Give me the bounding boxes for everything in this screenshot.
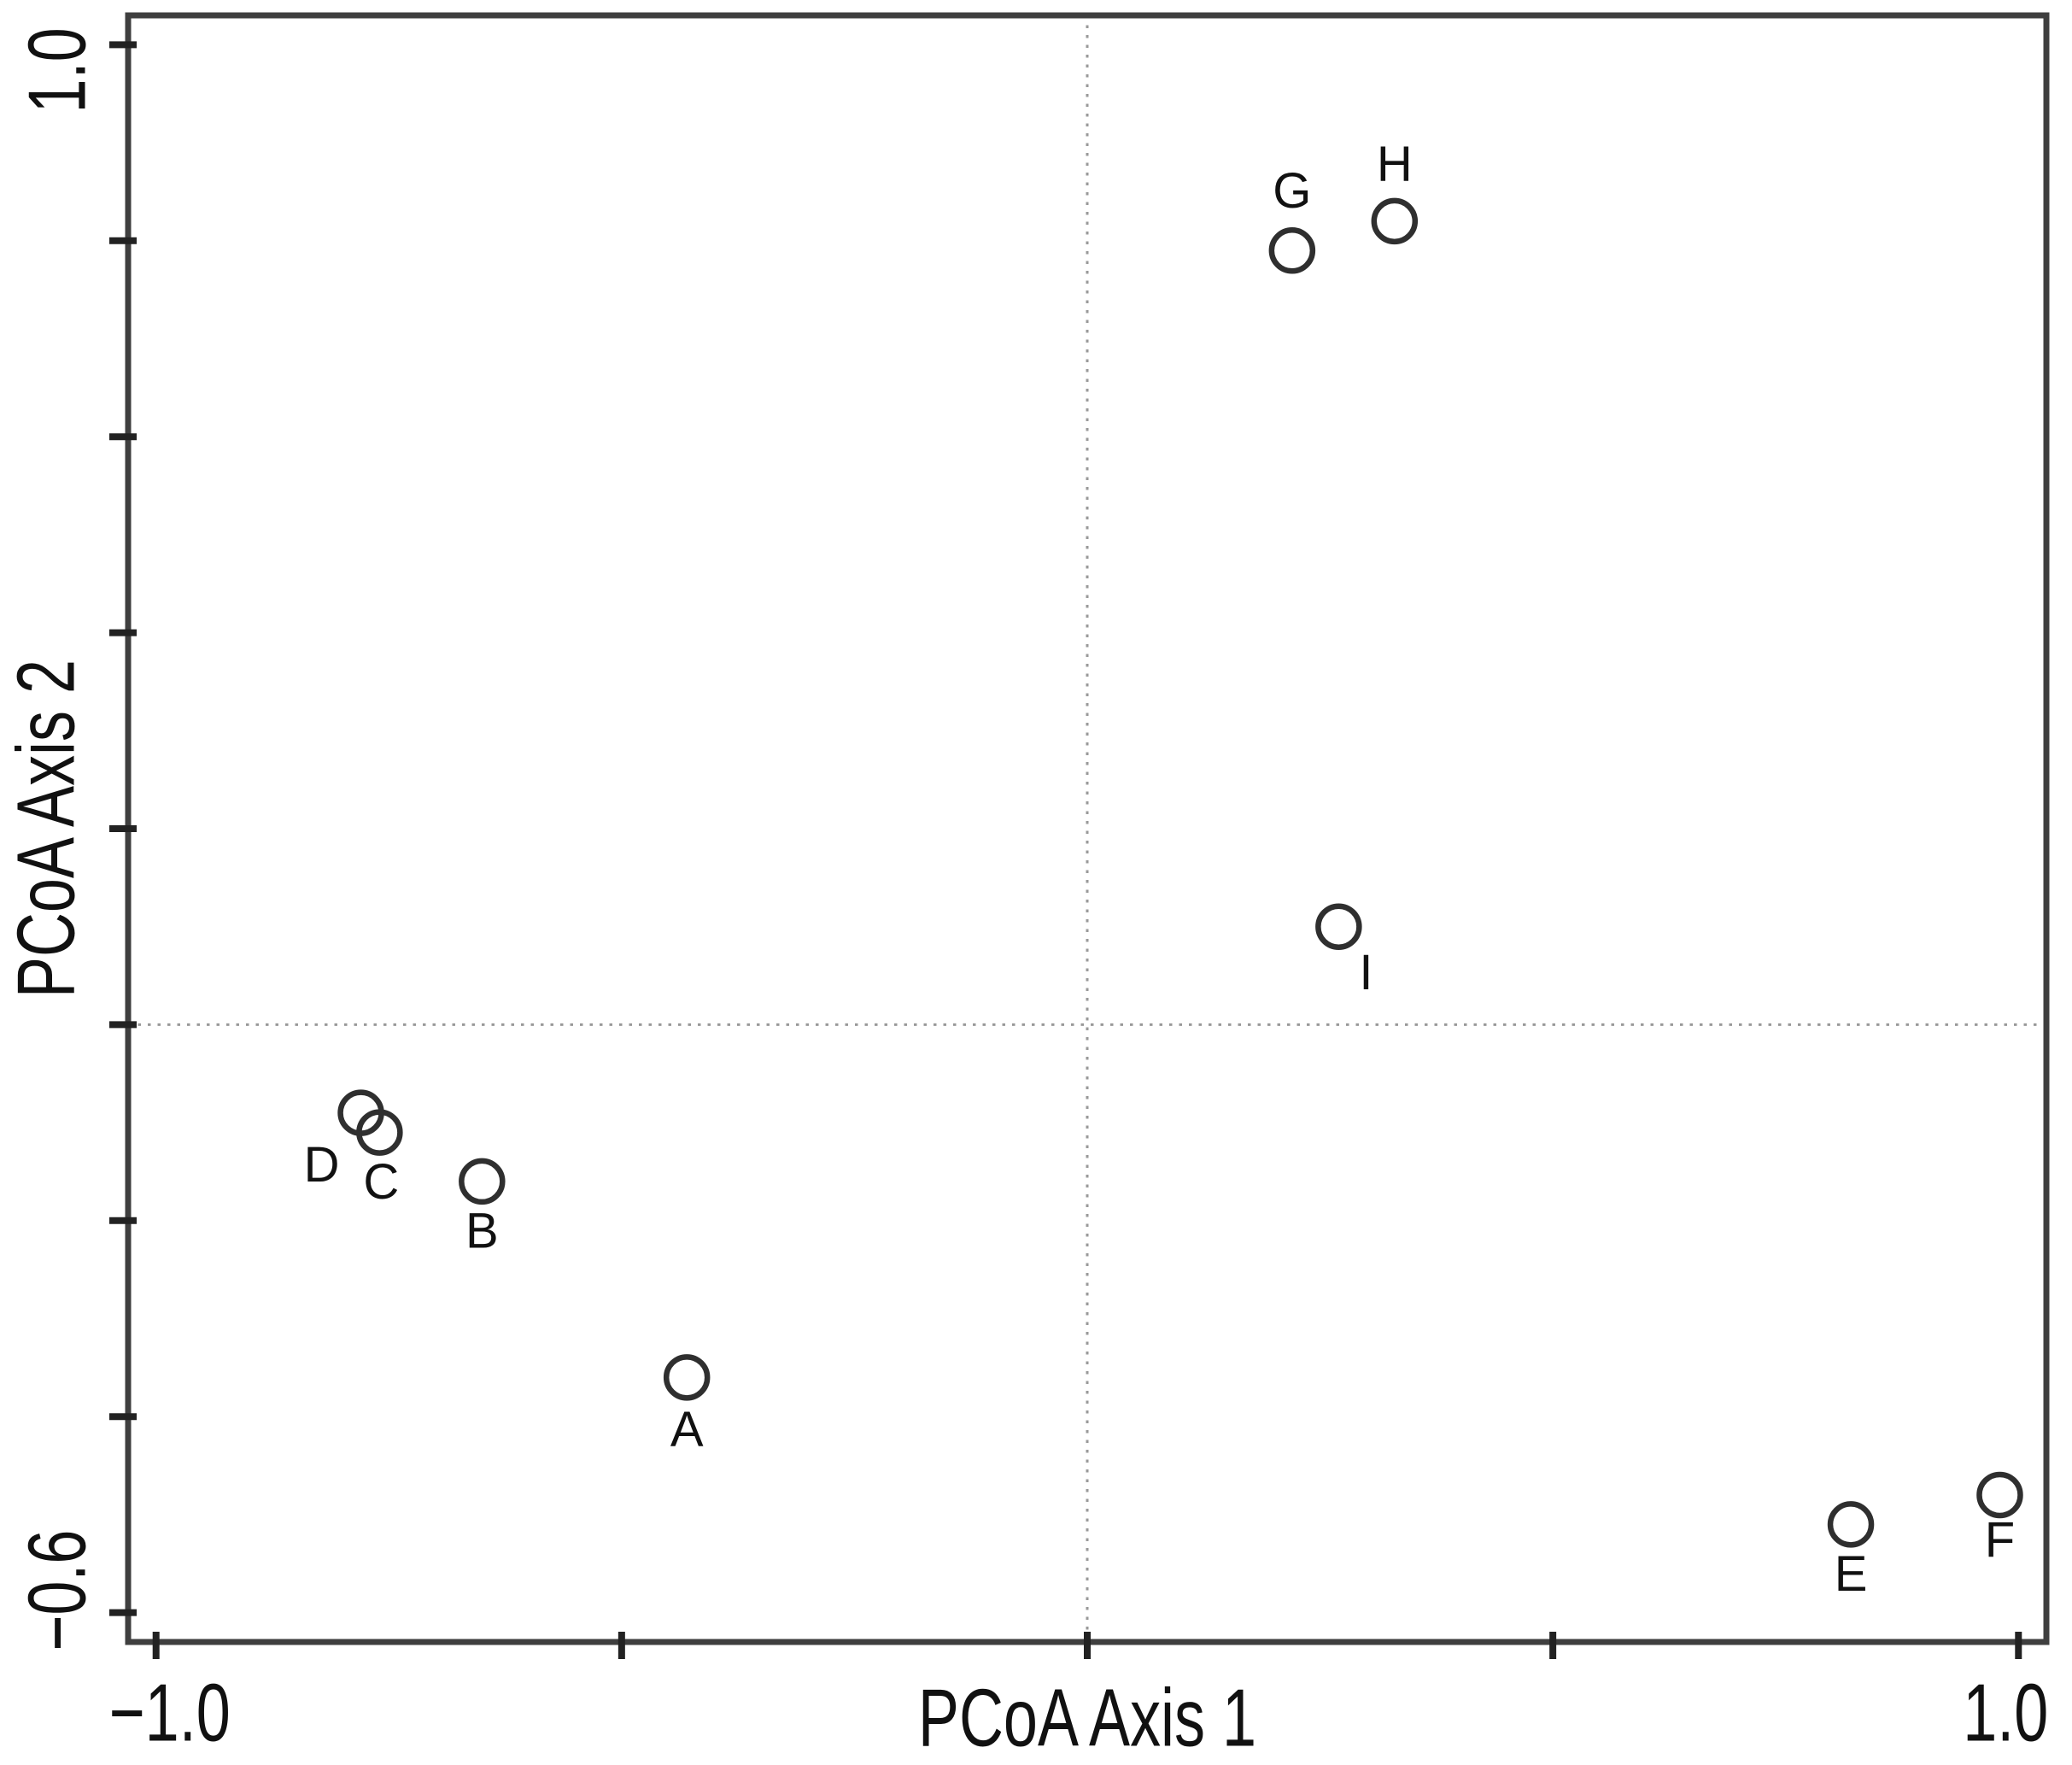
data-point-label-B: B bbox=[465, 1203, 499, 1258]
data-point-marker-G bbox=[1268, 227, 1316, 274]
reference-lines bbox=[128, 15, 2046, 1642]
data-point-marker-H bbox=[1371, 197, 1419, 245]
axis-tick-labels: −1.0 1.0 1.0 −0.6 bbox=[10, 27, 2048, 1757]
data-point-label-A: A bbox=[670, 1402, 704, 1457]
data-point-label-D: D bbox=[304, 1137, 340, 1193]
data-point-label-E: E bbox=[1835, 1546, 1868, 1602]
data-points: A B CD E F G H I bbox=[304, 136, 2023, 1602]
data-point-marker-B bbox=[459, 1158, 506, 1205]
data-point-marker-E bbox=[1827, 1501, 1875, 1548]
data-point-marker-I bbox=[1315, 903, 1362, 950]
x-axis-title: PCoA Axis 1 bbox=[918, 1671, 1256, 1762]
y-tick-label: 1.0 bbox=[10, 27, 102, 113]
data-point-label-F: F bbox=[1985, 1512, 2015, 1568]
data-point-marker-A bbox=[663, 1354, 711, 1401]
x-tick-label: −1.0 bbox=[109, 1666, 231, 1757]
axis-ticks bbox=[109, 41, 2022, 1659]
data-point-label-H: H bbox=[1377, 136, 1413, 191]
plot-frame bbox=[125, 12, 2050, 1645]
y-tick-label: −0.6 bbox=[10, 1530, 102, 1651]
data-point-marker-D bbox=[337, 1089, 384, 1136]
x-tick-label: 1.0 bbox=[1963, 1666, 2048, 1757]
data-point-label-G: G bbox=[1273, 163, 1311, 219]
data-point-label-C: C bbox=[363, 1154, 399, 1210]
y-axis-title: PCoA Axis 2 bbox=[0, 660, 91, 998]
data-point-marker-F bbox=[1976, 1471, 2023, 1519]
data-point-label-I: I bbox=[1359, 945, 1373, 1000]
